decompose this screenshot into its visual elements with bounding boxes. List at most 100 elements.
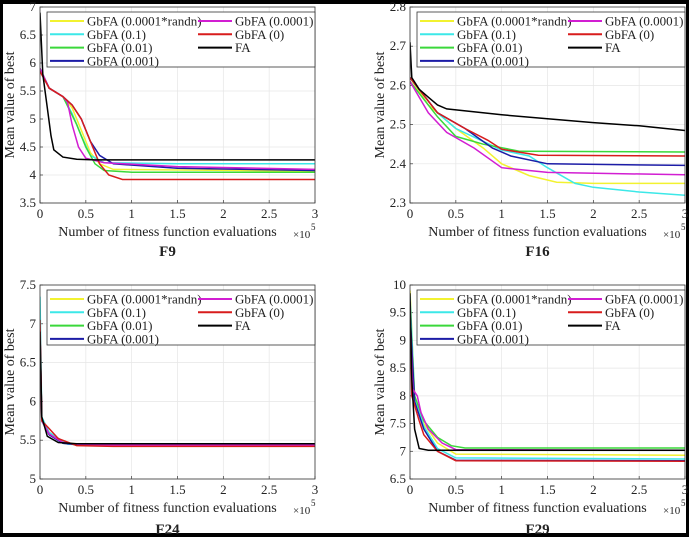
- x-tick-label: 1: [498, 482, 505, 497]
- legend-label: GbFA (0.1): [457, 305, 516, 320]
- subplot-title: F24: [155, 522, 180, 537]
- series-line-gbfa-0-: [410, 301, 685, 463]
- x-axis-scale-exponent: 5: [311, 498, 316, 508]
- x-tick-label: 0.5: [78, 206, 94, 221]
- legend-label: GbFA (0.001): [87, 53, 159, 68]
- x-tick-label: 1: [498, 206, 505, 221]
- y-tick-label: 6.5: [390, 471, 406, 486]
- legend-label: GbFA (0.1): [87, 305, 146, 320]
- y-tick-label: 5: [30, 111, 37, 126]
- legend-label: FA: [605, 40, 621, 55]
- y-tick-label: 10: [393, 277, 406, 292]
- y-tick-label: 2.8: [390, 0, 406, 14]
- legend-label: GbFA (0.0001): [605, 14, 683, 29]
- y-axis-label: Mean value of best: [373, 328, 388, 435]
- x-axis-label: Number of fitness function evaluations: [428, 501, 647, 516]
- y-tick-label: 2.6: [390, 77, 407, 92]
- x-tick-label: 3: [682, 206, 689, 221]
- legend-label: GbFA (0.0001): [605, 292, 683, 307]
- y-tick-label: 9.5: [390, 305, 406, 320]
- y-axis-label: Mean value of best: [3, 51, 18, 158]
- x-tick-label: 0.5: [78, 482, 94, 497]
- x-axis-scale-label: ×10: [293, 505, 311, 517]
- series-line-gbfa-0-01-: [410, 81, 685, 153]
- x-tick-label: 0: [407, 482, 414, 497]
- y-tick-label: 3.5: [20, 195, 36, 210]
- x-tick-label: 2.5: [631, 206, 647, 221]
- legend-label: GbFA (0.0001*randn): [87, 292, 202, 307]
- x-axis-scale-exponent: 5: [311, 222, 316, 232]
- legend-label: GbFA (0.001): [457, 331, 529, 346]
- x-tick-label: 3: [312, 206, 319, 221]
- legend-label: GbFA (0.0001*randn): [87, 14, 202, 29]
- x-tick-label: 0: [407, 206, 414, 221]
- x-tick-label: 2.5: [631, 482, 647, 497]
- legend-label: FA: [235, 40, 251, 55]
- y-tick-label: 9: [400, 332, 407, 347]
- y-tick-label: 7: [400, 443, 407, 458]
- y-tick-label: 7.5: [390, 416, 406, 431]
- y-tick-label: 7: [30, 0, 37, 14]
- axes-frame: [409, 284, 686, 480]
- legend: GbFA (0.0001*randn) GbFA (0.0001) GbFA (0.…: [416, 11, 686, 68]
- y-axis-label: Mean value of best: [3, 328, 18, 435]
- x-axis-scale-label: ×10: [293, 229, 311, 241]
- series-line-fa: [40, 331, 315, 445]
- y-tick-label: 2.4: [390, 156, 407, 171]
- axes-frame: [39, 284, 316, 480]
- x-tick-label: 2.5: [261, 482, 277, 497]
- legend-label: GbFA (0.01): [457, 318, 522, 333]
- series-line-gbfa-0-: [410, 77, 685, 157]
- series-line-fa: [40, 12, 315, 161]
- series-line-fa: [410, 42, 685, 132]
- x-tick-label: 2.5: [261, 206, 277, 221]
- series-line-gbfa-0-0001-: [410, 81, 685, 176]
- legend-box: [46, 289, 316, 346]
- x-axis-scale-label: ×10: [663, 229, 681, 241]
- x-axis-label: Number of fitness function evaluations: [58, 501, 277, 516]
- y-tick-label: 2.5: [390, 117, 406, 132]
- legend-label: GbFA (0.001): [457, 53, 529, 68]
- legend-label: GbFA (0): [235, 27, 284, 42]
- x-axis-scale-exponent: 5: [681, 222, 686, 232]
- axes-frame: [39, 6, 316, 204]
- x-tick-label: 1.5: [539, 482, 555, 497]
- y-tick-label: 5.5: [20, 83, 36, 98]
- legend-label: FA: [235, 318, 251, 333]
- y-tick-label: 8.5: [390, 360, 406, 375]
- legend-label: GbFA (0): [605, 27, 654, 42]
- x-tick-label: 2: [220, 482, 227, 497]
- legend-label: FA: [605, 318, 621, 333]
- legend-label: GbFA (0.0001): [235, 292, 313, 307]
- legend-box: [416, 11, 686, 68]
- subplot-f16: 0 0.5 1 1.5 2 2.5 3 2.3 2.4 2.5 2.6 2.7 2.8 GbFA (0.0…: [373, 0, 688, 260]
- subplot-f29: 0 0.5 1 1.5 2 2.5 3 6.5 7 7.5 8 8.5 9 9.5 10 GbFA (0.00…: [373, 277, 688, 537]
- x-tick-label: 1: [128, 482, 135, 497]
- series-line-gbfa-0-: [40, 71, 315, 181]
- y-tick-label: 5: [30, 471, 37, 486]
- y-tick-label: 6.5: [20, 355, 36, 370]
- legend-label: GbFA (0): [605, 305, 654, 320]
- legend-box: [46, 11, 316, 68]
- x-tick-label: 0: [37, 206, 44, 221]
- legend: GbFA (0.0001*randn) GbFA (0.0001) GbFA (0.…: [46, 289, 316, 346]
- x-tick-label: 0.5: [448, 206, 464, 221]
- legend-label: GbFA (0.01): [87, 318, 152, 333]
- x-tick-label: 2: [220, 206, 227, 221]
- y-tick-label: 7.5: [20, 277, 36, 292]
- x-axis-scale-exponent: 5: [681, 498, 686, 508]
- axes-frame: [409, 6, 686, 204]
- legend-label: GbFA (0.0001*randn): [457, 14, 572, 29]
- x-tick-label: 0: [37, 482, 44, 497]
- legend-label: GbFA (0.001): [87, 331, 159, 346]
- legend-label: GbFA (0): [235, 305, 284, 320]
- x-tick-label: 0.5: [448, 482, 464, 497]
- y-tick-label: 6.5: [20, 27, 36, 42]
- x-tick-label: 1: [128, 206, 135, 221]
- subplot-title: F16: [525, 244, 550, 260]
- y-tick-label: 7: [30, 316, 37, 331]
- figure-background: [3, 4, 686, 533]
- x-tick-label: 2: [590, 482, 597, 497]
- subplot-title: F9: [159, 244, 176, 260]
